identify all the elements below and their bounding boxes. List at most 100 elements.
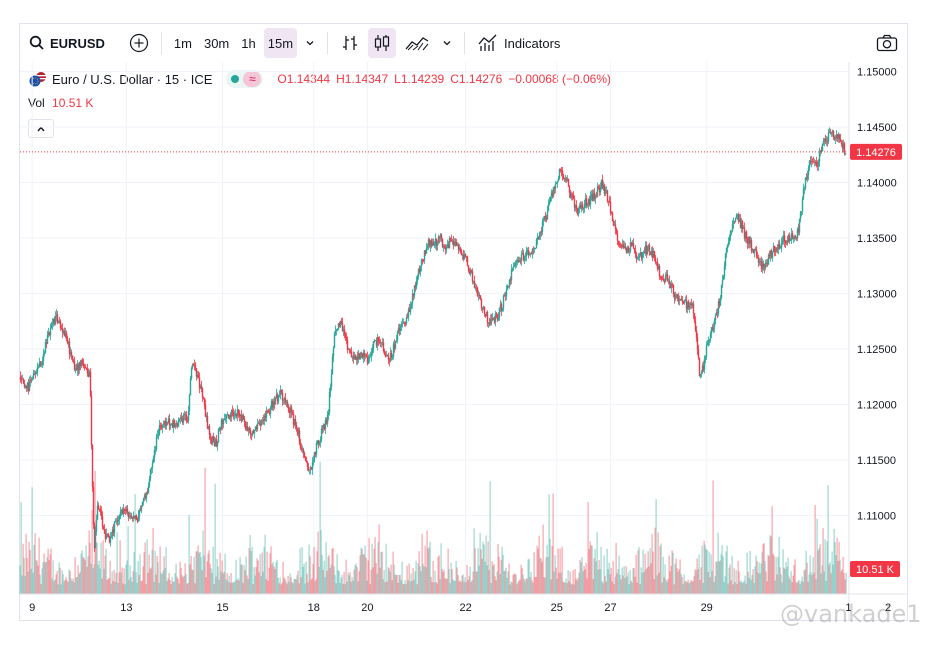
volume-bar	[237, 578, 239, 594]
collapse-legend-button[interactable]	[28, 119, 54, 138]
volume-bar	[786, 566, 788, 594]
candle-body	[768, 255, 771, 257]
candle-body	[645, 245, 648, 254]
candle-body	[706, 343, 709, 346]
volume-bar	[159, 546, 161, 594]
volume-bar	[293, 579, 295, 594]
volume-bar	[155, 574, 157, 594]
candle-body	[99, 509, 102, 512]
interval-1h[interactable]: 1h	[241, 35, 256, 51]
candle-body	[578, 205, 581, 208]
candle-body	[654, 257, 657, 263]
candle-body	[558, 168, 561, 179]
volume-bar	[732, 584, 734, 594]
candle-body	[766, 262, 769, 265]
volume-bar	[313, 547, 315, 594]
chart-type-dropdown-button[interactable]	[438, 28, 456, 58]
candle-body	[576, 208, 579, 215]
volume-bar	[416, 584, 418, 594]
candle-body	[749, 240, 752, 244]
candle-body	[781, 239, 784, 243]
volume-bar	[149, 568, 151, 594]
volume-bar	[821, 565, 823, 594]
candle-body	[202, 397, 205, 399]
candle-body	[592, 192, 595, 201]
candle-body	[210, 438, 213, 444]
snapshot-button[interactable]	[872, 28, 902, 58]
candle-body	[246, 426, 249, 431]
series-title[interactable]: Euro / U.S. Dollar · 15 · ICE	[52, 71, 213, 87]
volume-bar	[95, 541, 97, 594]
interval-30m[interactable]: 30m	[203, 35, 230, 51]
volume-bar	[790, 571, 792, 594]
candle-body	[336, 328, 339, 331]
candle-body	[485, 312, 488, 317]
volume-bar	[644, 553, 646, 594]
interval-dropdown-button[interactable]	[301, 28, 319, 58]
volume-bar	[301, 547, 303, 594]
candle-body	[95, 519, 98, 532]
candle-body	[650, 250, 653, 255]
candle-body	[775, 248, 778, 252]
volume-bar	[595, 561, 597, 594]
candle-body	[437, 236, 440, 244]
volume-bar	[46, 557, 48, 594]
volume-bar	[769, 535, 771, 594]
market-status-badge[interactable]: ≈	[226, 70, 264, 88]
candle-body	[204, 404, 207, 417]
candle-body	[63, 330, 66, 337]
interval-1m[interactable]: 1m	[173, 35, 192, 51]
candle-body	[614, 224, 617, 229]
area-style-button[interactable]	[400, 28, 434, 58]
volume-bar	[456, 567, 458, 594]
volume-bar	[610, 567, 612, 594]
candle-body	[341, 323, 344, 332]
ohlc-change: −0.00068 (−0.06%)	[508, 72, 611, 86]
candle-body	[679, 299, 682, 301]
ohlc-open-value: O1.14344	[277, 72, 331, 86]
bars-style-button[interactable]	[336, 28, 364, 58]
candles-style-button[interactable]	[368, 28, 397, 58]
indicators-button[interactable]: Indicators	[473, 28, 564, 58]
candle-body	[560, 169, 563, 172]
volume-bar	[715, 561, 717, 594]
volume-bar	[23, 557, 25, 594]
candle-body	[260, 420, 263, 426]
candle-body	[269, 409, 272, 414]
candle-body	[601, 179, 604, 189]
candle-body	[54, 316, 57, 324]
candle-body	[551, 192, 554, 197]
symbol-search-button[interactable]: EURUSD	[21, 28, 109, 58]
candle-body	[404, 323, 407, 324]
volume-bar	[287, 575, 289, 594]
candle-body	[515, 260, 518, 264]
volume-bar	[111, 571, 113, 594]
candle-body	[475, 287, 478, 289]
volume-bar	[343, 571, 345, 594]
volume-bar	[536, 545, 538, 594]
candle-body	[407, 309, 410, 318]
volume-bar	[600, 546, 602, 594]
candle-body	[258, 423, 261, 425]
volume-bar	[712, 480, 714, 594]
volume-bar	[172, 581, 174, 594]
volume-bar	[693, 576, 695, 594]
candle-body	[38, 362, 41, 368]
candle-body	[266, 410, 269, 412]
candle-body	[483, 307, 486, 315]
volume-bar	[384, 582, 386, 594]
candle-body	[162, 424, 165, 426]
candle-body	[531, 248, 534, 255]
compare-symbol-button[interactable]	[125, 28, 153, 58]
candle-body	[435, 238, 438, 246]
candle-body	[704, 356, 707, 359]
x-axis-tick-label: 22	[460, 602, 472, 614]
volume-bar	[663, 577, 665, 594]
candle-body	[600, 179, 603, 188]
interval-15m[interactable]: 15m	[263, 28, 298, 58]
candle-body	[443, 246, 446, 248]
volume-bar	[304, 583, 306, 594]
volume-bar	[438, 555, 440, 594]
volume-bar	[594, 548, 596, 594]
